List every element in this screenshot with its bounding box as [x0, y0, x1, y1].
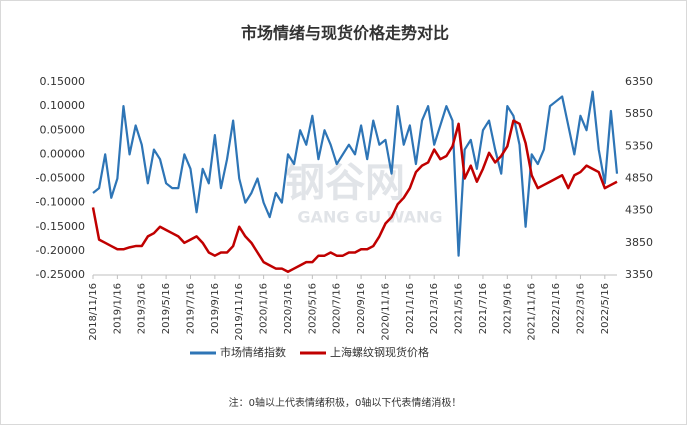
x-tick-label: 2020/11/16 — [380, 283, 391, 341]
y-tick-label: 0.00000 — [40, 147, 86, 160]
x-tick-label: 2022/1/16 — [551, 283, 562, 334]
x-tick-label: 2019/5/16 — [161, 283, 172, 334]
x-tick-label: 2019/9/16 — [210, 283, 221, 334]
y-tick-label: 0.15000 — [40, 75, 86, 88]
y-tick-label: 0.10000 — [40, 99, 86, 112]
x-tick-label: 2019/11/16 — [234, 283, 245, 341]
x-tick-label: 2018/11/16 — [88, 283, 99, 341]
y2-tick-label: 4850 — [625, 172, 653, 185]
y-tick-label: -0.20000 — [36, 244, 85, 257]
series-line — [91, 119, 618, 274]
legend-label: 上海螺纹钢现货价格 — [330, 345, 429, 359]
x-tick-label: 2021/5/16 — [454, 283, 465, 334]
y2-tick-label: 3350 — [625, 268, 653, 281]
x-tick-label: 2021/11/16 — [527, 283, 538, 341]
x-tick-label: 2020/7/16 — [332, 283, 343, 334]
x-tick-label: 2020/5/16 — [307, 283, 318, 334]
x-tick-label: 2020/3/16 — [283, 283, 294, 334]
x-tick-label: 2019/1/16 — [112, 283, 123, 334]
x-tick-label: 2021/9/16 — [502, 283, 513, 334]
y2-tick-label: 3850 — [625, 236, 653, 249]
y-tick-label: 0.05000 — [40, 123, 86, 136]
legend-label: 市场情绪指数 — [220, 345, 286, 359]
x-tick-label: 2020/9/16 — [356, 283, 367, 334]
x-tick-label: 2021/1/16 — [405, 283, 416, 334]
y2-tick-label: 5850 — [625, 107, 653, 120]
chart-title: 市场情绪与现货价格走势对比 — [241, 24, 449, 43]
note: 注：0轴以上代表情绪积极，0轴以下代表情绪消极！ — [229, 396, 462, 409]
y2-tick-label: 6350 — [625, 75, 653, 88]
y-tick-label: -0.15000 — [36, 220, 85, 233]
x-tick-label: 2022/5/16 — [600, 283, 611, 334]
y2-tick-label: 4350 — [625, 204, 653, 217]
y-tick-label: -0.05000 — [36, 172, 85, 185]
y-tick-label: -0.25000 — [36, 268, 85, 281]
y2-tick-label: 5350 — [625, 139, 653, 152]
y-tick-label: -0.10000 — [36, 196, 85, 209]
x-tick-label: 2022/3/16 — [575, 283, 586, 334]
watermark: 钢谷网 — [285, 160, 405, 206]
x-tick-label: 2021/7/16 — [478, 283, 489, 334]
series-line — [92, 90, 619, 257]
x-tick-label: 2020/1/16 — [259, 283, 270, 334]
x-tick-label: 2021/3/16 — [429, 283, 440, 334]
x-tick-label: 2019/7/16 — [185, 283, 196, 334]
x-tick-label: 2019/3/16 — [137, 283, 148, 334]
watermark: GANG GU WANG — [297, 208, 442, 227]
